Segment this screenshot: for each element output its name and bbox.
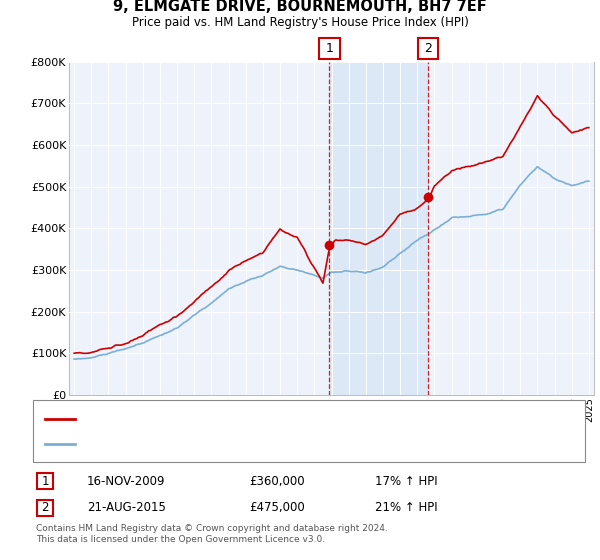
Text: 1: 1 (326, 41, 334, 55)
Text: 21-AUG-2015: 21-AUG-2015 (87, 501, 166, 515)
Bar (329, 62, 428, 395)
Text: 1: 1 (41, 474, 49, 488)
Text: 17% ↑ HPI: 17% ↑ HPI (375, 474, 437, 488)
Text: 16-NOV-2009: 16-NOV-2009 (87, 474, 166, 488)
Text: Price paid vs. HM Land Registry's House Price Index (HPI): Price paid vs. HM Land Registry's House … (131, 16, 469, 29)
Text: 9, ELMGATE DRIVE, BOURNEMOUTH, BH7 7EF (detached house): 9, ELMGATE DRIVE, BOURNEMOUTH, BH7 7EF (… (81, 414, 430, 424)
Text: 9, ELMGATE DRIVE, BOURNEMOUTH, BH7 7EF: 9, ELMGATE DRIVE, BOURNEMOUTH, BH7 7EF (113, 0, 487, 14)
Text: HPI: Average price, detached house, Bournemouth Christchurch and Poole: HPI: Average price, detached house, Bour… (81, 438, 487, 449)
Text: 2: 2 (424, 41, 432, 55)
Text: £475,000: £475,000 (249, 501, 305, 515)
Text: Contains HM Land Registry data © Crown copyright and database right 2024.
This d: Contains HM Land Registry data © Crown c… (36, 524, 388, 544)
Text: 21% ↑ HPI: 21% ↑ HPI (375, 501, 437, 515)
Text: 2: 2 (41, 501, 49, 515)
Text: £360,000: £360,000 (249, 474, 305, 488)
